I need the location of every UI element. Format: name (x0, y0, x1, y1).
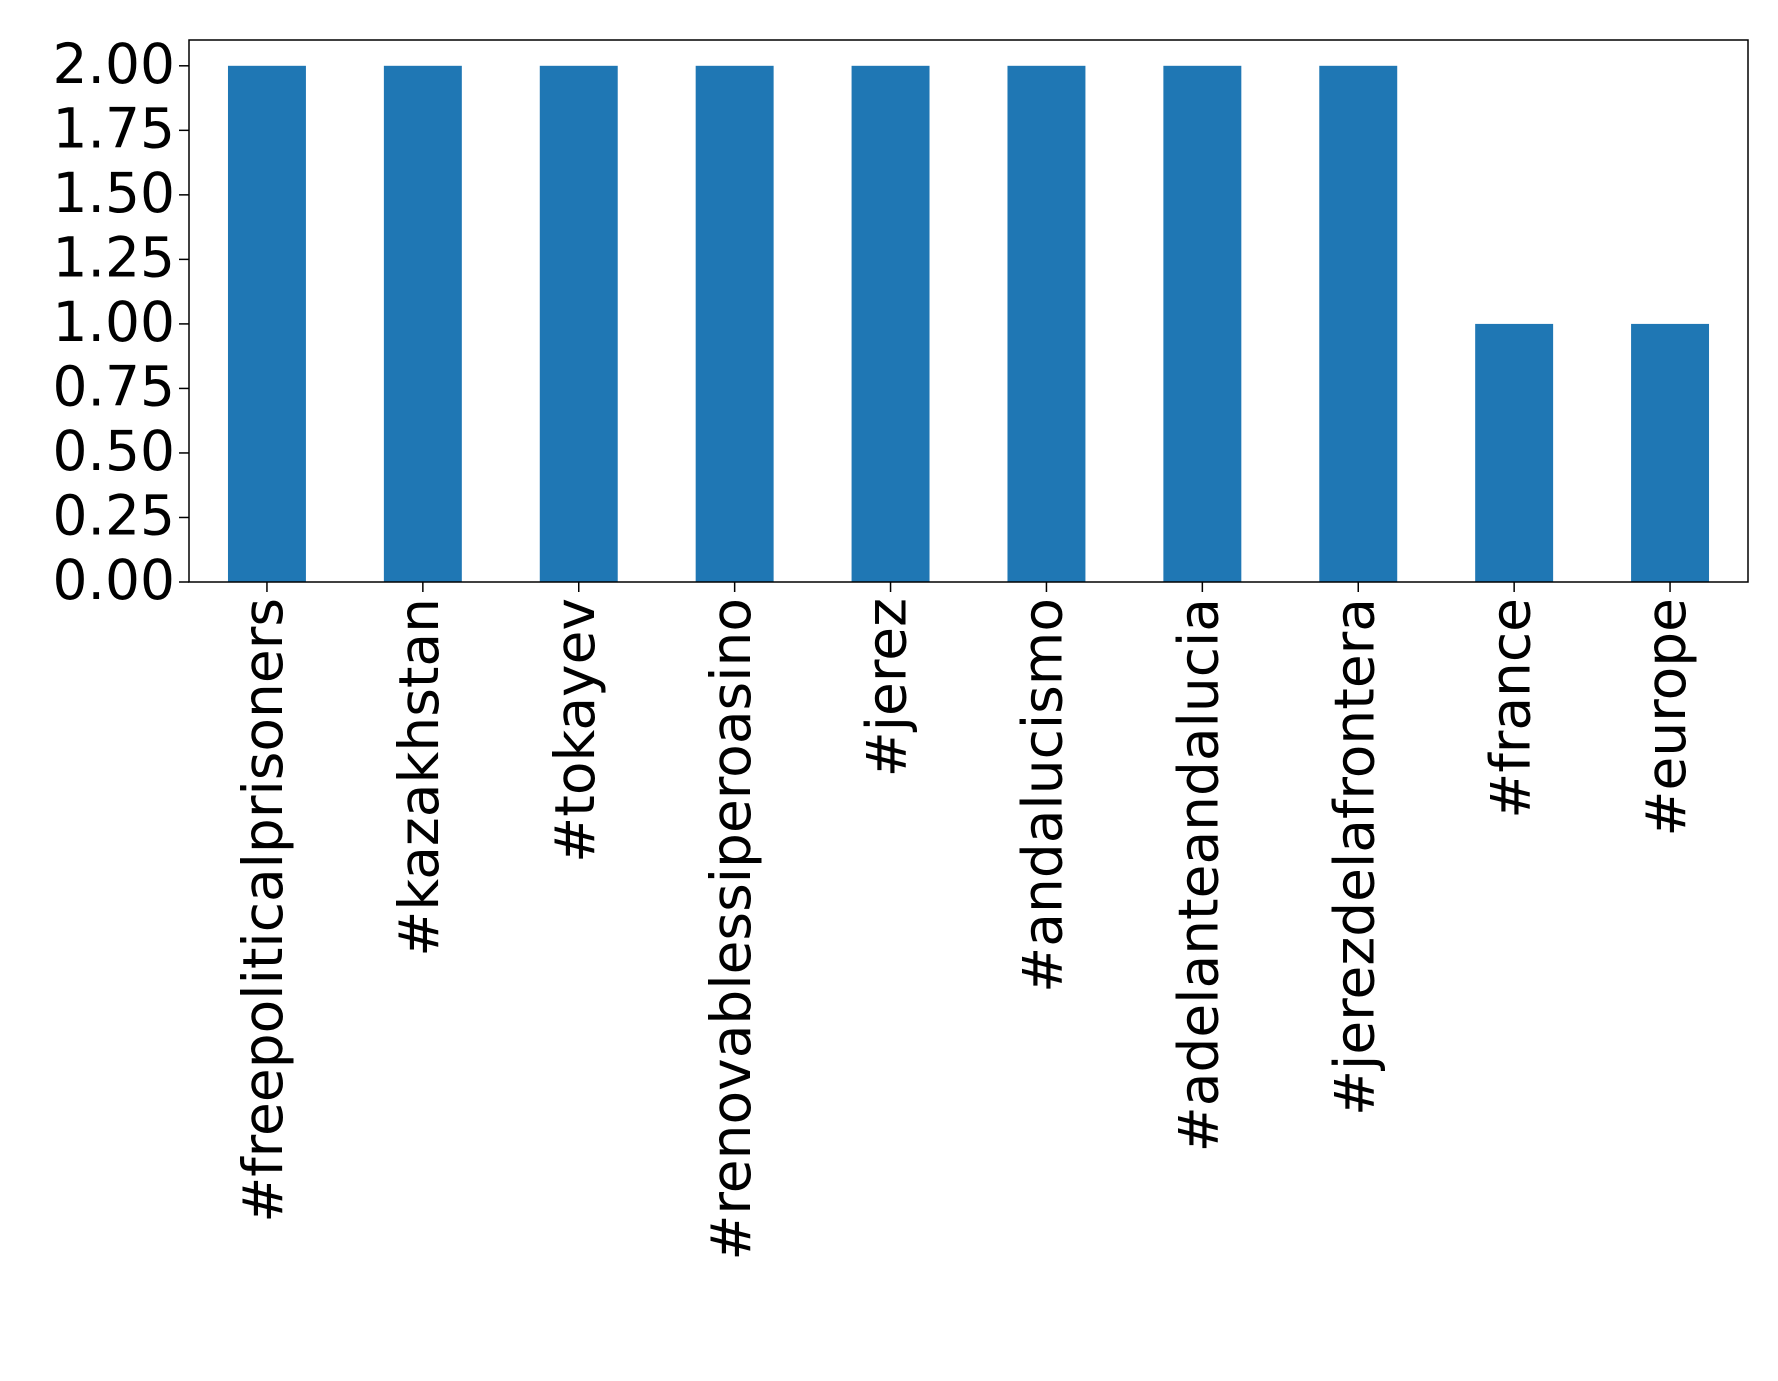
y-tick-label: 0.50 (53, 419, 175, 483)
bar (851, 65, 930, 583)
x-tick-label: #europe (1634, 598, 1698, 837)
bar (1631, 323, 1710, 582)
x-tick-label: #jerez (855, 598, 919, 777)
bar (695, 65, 774, 583)
plot-frame (188, 39, 1749, 583)
bar (539, 65, 618, 583)
x-tick-label: #tokayev (543, 598, 607, 863)
bar (1475, 323, 1554, 582)
x-tick-label: #france (1478, 598, 1542, 819)
bar (227, 65, 306, 583)
y-tick-label: 0.00 (53, 548, 175, 612)
bar (1163, 65, 1242, 583)
x-tick-label: #andalucismo (1011, 598, 1075, 993)
x-tick-label: #jerezdelafrontera (1322, 598, 1386, 1116)
y-tick-label: 1.25 (53, 226, 175, 290)
bar (1319, 65, 1398, 583)
x-tick-label: #kazakhstan (387, 598, 451, 957)
y-tick-label: 0.25 (53, 484, 175, 548)
y-tick-label: 1.00 (53, 290, 175, 354)
x-tick-label: #adelanteandalucia (1166, 598, 1230, 1152)
y-tick-label: 1.50 (53, 161, 175, 225)
bar (1007, 65, 1086, 583)
x-tick-label: #renovablessiperoasino (699, 598, 763, 1261)
y-tick-label: 1.75 (53, 96, 175, 160)
y-tick-label: 2.00 (53, 32, 175, 96)
x-tick-label: #freepoliticalprisoners (231, 598, 295, 1223)
y-tick-label: 0.75 (53, 355, 175, 419)
bar (383, 65, 462, 583)
